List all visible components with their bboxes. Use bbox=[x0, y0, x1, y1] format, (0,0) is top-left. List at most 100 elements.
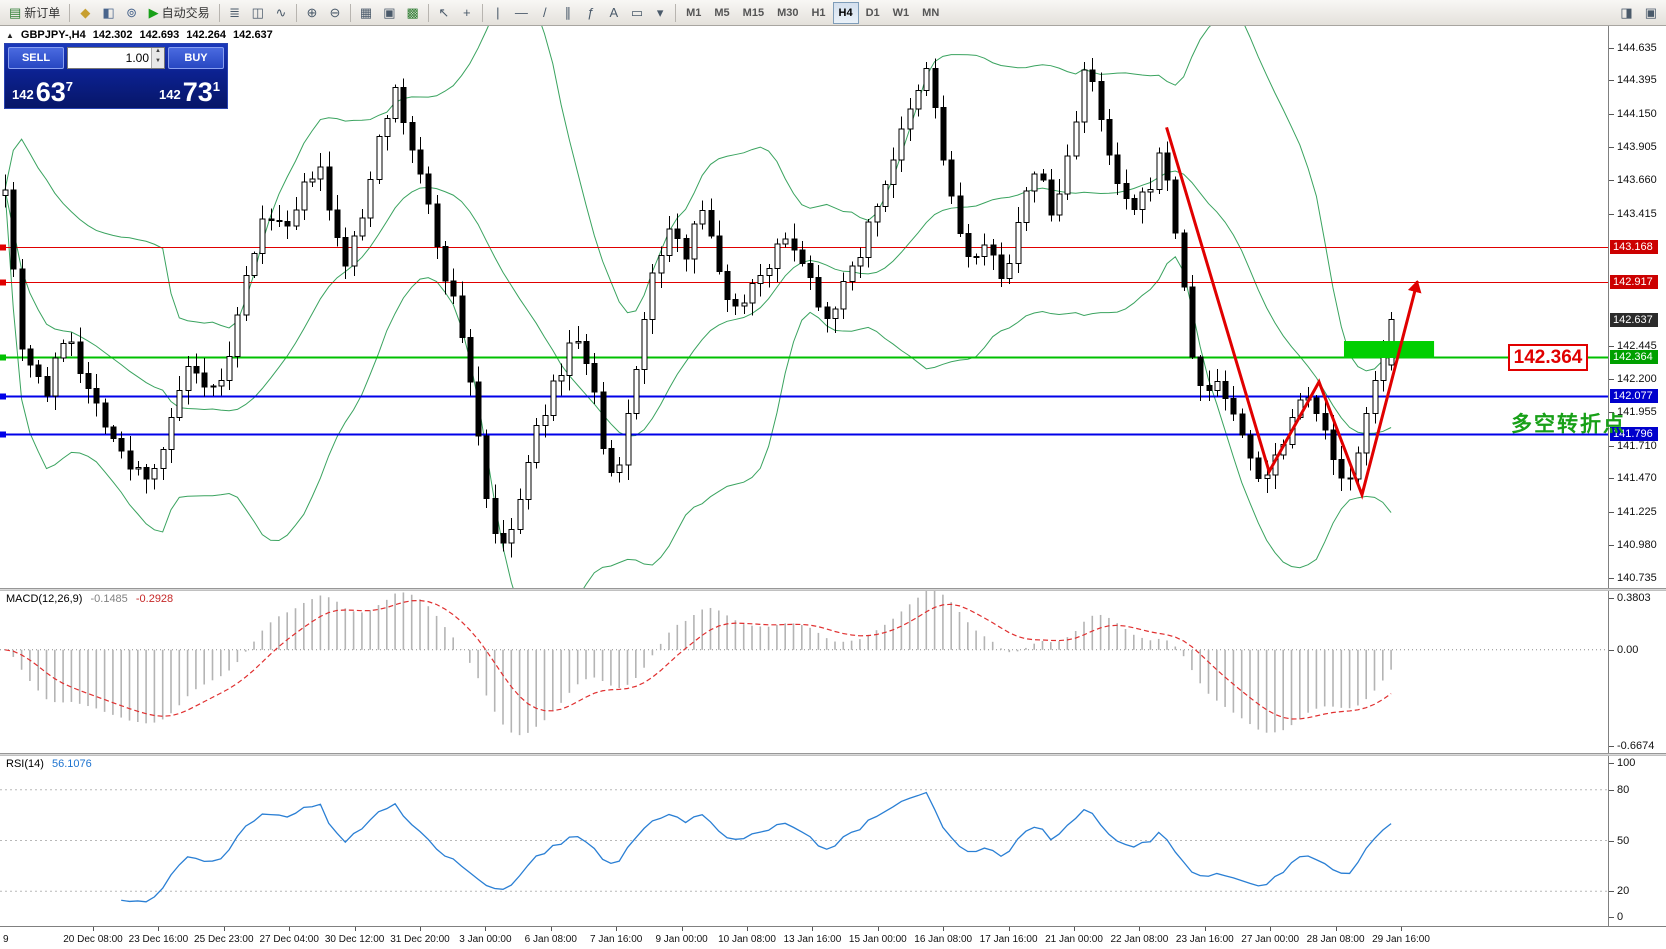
rsi-value: 56.1076 bbox=[51, 758, 92, 770]
panel-separator[interactable] bbox=[0, 753, 1666, 756]
ohlc-low: 142.264 bbox=[186, 29, 227, 41]
line-chart-button[interactable]: ∿ bbox=[270, 2, 292, 24]
indicators-button[interactable]: ▩ bbox=[402, 2, 424, 24]
arrange-windows-icon: ▣ bbox=[383, 5, 396, 20]
trend-arrow[interactable] bbox=[1165, 126, 1422, 500]
axis-tick bbox=[1609, 746, 1614, 747]
bar-chart-button[interactable]: ≣ bbox=[224, 2, 246, 24]
text-button[interactable]: A bbox=[603, 2, 625, 24]
time-label: 27 Dec 04:00 bbox=[259, 934, 319, 945]
highlight-zone[interactable] bbox=[1343, 341, 1435, 359]
time-tick bbox=[877, 927, 879, 931]
macd-main-value: -0.1485 bbox=[90, 593, 128, 605]
price-chart-canvas[interactable] bbox=[0, 26, 1608, 588]
tile-windows-button[interactable]: ▦ bbox=[355, 2, 377, 24]
tf-m1-label: M1 bbox=[686, 6, 702, 19]
tf-m15-button[interactable]: M15 bbox=[737, 2, 770, 24]
tf-w1-button[interactable]: W1 bbox=[887, 2, 916, 24]
volume-spinner[interactable]: ▲ ▼ bbox=[151, 48, 164, 68]
axis-tick bbox=[1609, 578, 1614, 580]
axis-tick bbox=[1609, 147, 1614, 149]
text-label-button[interactable]: ▭ bbox=[626, 2, 648, 24]
equidistant-channel-button[interactable]: ∥ bbox=[557, 2, 579, 24]
macd-histogram bbox=[12, 591, 1392, 736]
buy-price[interactable]: 142 73 1 bbox=[159, 77, 220, 107]
fibonacci-button[interactable]: ƒ bbox=[580, 2, 602, 24]
time-label: 10 Jan 08:00 bbox=[718, 934, 776, 945]
zoom-out-button[interactable]: ⊖ bbox=[324, 2, 346, 24]
axis-label: 143.660 bbox=[1617, 174, 1657, 187]
price-axis[interactable]: 144.635 144.395 144.150 143.905 143.660 143.4… bbox=[1608, 26, 1666, 927]
news-button[interactable]: ⊚ bbox=[121, 2, 143, 24]
toolbar-separator bbox=[675, 3, 677, 22]
axis-label: 20 bbox=[1617, 885, 1630, 898]
buy-price-big: 73 bbox=[182, 77, 213, 107]
fibonacci-icon: ƒ bbox=[587, 5, 595, 20]
time-tick bbox=[616, 927, 618, 931]
axis-label: 142.200 bbox=[1617, 373, 1657, 386]
toolbar-separator bbox=[427, 3, 429, 22]
price-tag-blue: 142.077 bbox=[1610, 388, 1658, 403]
volume-input[interactable]: 1.00 ▲ ▼ bbox=[67, 47, 165, 69]
price-tag-red: 142.917 bbox=[1610, 274, 1658, 289]
vertical-line-icon: | bbox=[496, 5, 500, 20]
chart-window-button[interactable]: ◨ bbox=[1615, 2, 1637, 24]
axis-tick bbox=[1609, 213, 1614, 215]
tf-d1-button[interactable]: D1 bbox=[860, 2, 886, 24]
one-click-collapse-icon[interactable]: ▲ bbox=[6, 30, 14, 40]
axis-label: 141.955 bbox=[1617, 406, 1657, 419]
axis-label: 141.225 bbox=[1617, 505, 1657, 518]
time-tick bbox=[681, 927, 683, 931]
volume-down-icon[interactable]: ▼ bbox=[152, 58, 164, 68]
tf-m1-button[interactable]: M1 bbox=[680, 2, 707, 24]
axis-label: 0 bbox=[1617, 911, 1624, 923]
macd-label: MACD(12,26,9) -0.1485 -0.2928 bbox=[6, 593, 173, 605]
depth-of-market-icon: ◧ bbox=[102, 5, 115, 20]
sell-price-big: 63 bbox=[35, 77, 66, 107]
tf-h1-button[interactable]: H1 bbox=[805, 2, 831, 24]
sell-price-main: 142 bbox=[12, 87, 34, 102]
hline-marker bbox=[0, 244, 6, 251]
time-axis[interactable]: 9 20 Dec 08:00 23 Dec 16:00 25 Dec 23:00 27 … bbox=[0, 926, 1666, 949]
full-screen-button[interactable]: ▣ bbox=[1640, 2, 1662, 24]
time-tick bbox=[747, 927, 748, 931]
macd-signal-line bbox=[4, 599, 1392, 720]
tf-h4-button[interactable]: H4 bbox=[832, 1, 859, 24]
toolbar-group: ↖ + bbox=[433, 2, 478, 24]
toolbar-group: ⊕ ⊖ bbox=[301, 2, 346, 24]
tf-m5-button[interactable]: M5 bbox=[708, 2, 735, 24]
cursor-button[interactable]: ↖ bbox=[433, 2, 455, 24]
time-label: 29 Jan 16:00 bbox=[1372, 934, 1430, 945]
panel-separator[interactable] bbox=[0, 588, 1666, 591]
toolbar-group: ◆ ◧ ⊚ ▶ 自动交易 bbox=[74, 2, 214, 24]
arrows-dropdown-button[interactable]: ▾ bbox=[649, 2, 671, 24]
toolbar-group: M1 M5 M15 M30 H1 H4 D1 W1 MN bbox=[680, 1, 945, 24]
vertical-line-button[interactable]: | bbox=[487, 2, 509, 24]
tf-mn-button[interactable]: MN bbox=[916, 2, 945, 24]
depth-of-market-button[interactable]: ◧ bbox=[97, 2, 119, 24]
cursor-icon: ↖ bbox=[438, 5, 450, 20]
full-screen-icon: ▣ bbox=[1644, 5, 1657, 20]
volume-up-icon[interactable]: ▲ bbox=[152, 48, 164, 58]
crosshair-button[interactable]: + bbox=[456, 2, 478, 24]
horizontal-line-button[interactable]: ― bbox=[510, 2, 533, 24]
axis-label: 140.735 bbox=[1617, 572, 1657, 585]
trendline-button[interactable]: / bbox=[534, 2, 556, 24]
buy-button[interactable]: BUY bbox=[168, 47, 224, 69]
ohlc-close: 142.637 bbox=[233, 29, 273, 41]
rsi-line bbox=[121, 791, 1392, 903]
tf-m30-button[interactable]: M30 bbox=[771, 2, 804, 24]
new-order-button[interactable]: ▤ 新订单 bbox=[4, 2, 65, 24]
sell-price[interactable]: 142 63 7 bbox=[12, 77, 73, 107]
zoom-in-button[interactable]: ⊕ bbox=[301, 2, 323, 24]
tile-windows-icon: ▦ bbox=[359, 5, 373, 20]
alerts-button[interactable]: ◆ bbox=[74, 2, 96, 24]
sell-button[interactable]: SELL bbox=[8, 47, 64, 69]
volume-value[interactable]: 1.00 bbox=[125, 51, 149, 65]
auto-trading-button[interactable]: ▶ 自动交易 bbox=[144, 2, 215, 24]
time-label: 16 Jan 08:00 bbox=[914, 934, 973, 945]
time-tick bbox=[1270, 927, 1272, 931]
price-tag-current: 142.637 bbox=[1610, 312, 1658, 327]
candlestick-chart-button[interactable]: ◫ bbox=[247, 2, 269, 24]
arrange-windows-button[interactable]: ▣ bbox=[378, 2, 400, 24]
